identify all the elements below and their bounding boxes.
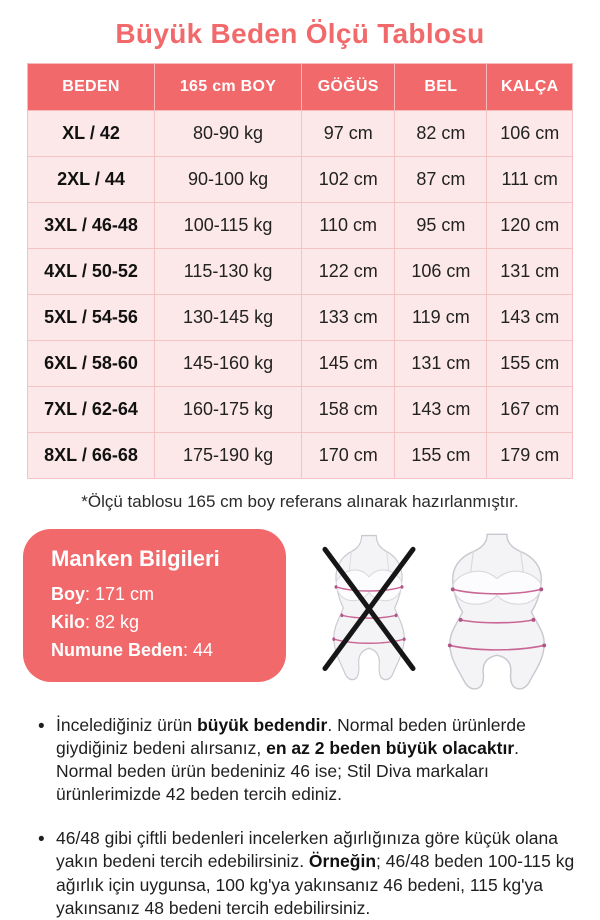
bust-cell: 133 cm <box>301 294 396 341</box>
model-info-section: Manken Bilgileri Boy: 171 cm Kilo: 82 kg… <box>23 529 583 692</box>
bust-cell: 158 cm <box>301 386 396 433</box>
size-cell: 2XL / 44 <box>27 156 155 203</box>
waist-cell: 131 cm <box>394 340 488 387</box>
model-weight-label: Kilo <box>51 612 85 632</box>
waist-cell: 95 cm <box>394 202 488 249</box>
size-cell: 5XL / 54-56 <box>27 294 155 341</box>
table-row: 6XL / 58-60 145-160 kg 145 cm 131 cm 155… <box>27 340 573 387</box>
model-info-card: Manken Bilgileri Boy: 171 cm Kilo: 82 kg… <box>23 529 286 682</box>
weight-cell: 160-175 kg <box>153 386 303 433</box>
table-row: 5XL / 54-56 130-145 kg 133 cm 119 cm 143… <box>27 294 573 341</box>
weight-cell: 115-130 kg <box>153 248 303 295</box>
note-item: İncelediğiniz ürün büyük bedendir. Norma… <box>38 714 576 806</box>
page-title: Büyük Beden Ölçü Tablosu <box>115 18 485 49</box>
plus-size-body-icon <box>446 533 547 690</box>
model-sample-size-row: Numune Beden: 44 <box>51 636 266 664</box>
header-boy: 165 cm BOY <box>153 63 303 111</box>
model-info-title: Manken Bilgileri <box>51 546 220 571</box>
size-table-container: BEDEN 165 cm BOY GÖĞÜS BEL KALÇA XL / 42… <box>27 63 573 479</box>
header-kalca: KALÇA <box>486 63 573 111</box>
x-mark-icon <box>321 546 416 672</box>
weight-cell: 100-115 kg <box>153 202 303 249</box>
weight-cell: 130-145 kg <box>153 294 303 341</box>
info-notes: İncelediğiniz ürün büyük bedendir. Norma… <box>38 714 576 920</box>
weight-cell: 175-190 kg <box>153 432 303 479</box>
model-sample-size-value: : 44 <box>183 640 214 660</box>
size-table: BEDEN 165 cm BOY GÖĞÜS BEL KALÇA XL / 42… <box>27 63 573 479</box>
bust-cell: 145 cm <box>301 340 396 387</box>
note-text-bold: Örneğin <box>308 851 377 872</box>
weight-cell: 80-90 kg <box>153 110 303 157</box>
note-text: . Normal beden ürünlerde giydiğiniz bede… <box>56 715 526 759</box>
note-text-bold: büyük bedendir <box>197 715 328 735</box>
bust-cell: 102 cm <box>301 156 396 203</box>
table-row: 3XL / 46-48 100-115 kg 110 cm 95 cm 120 … <box>27 202 573 249</box>
size-cell: 6XL / 58-60 <box>27 340 155 387</box>
size-cell: 4XL / 50-52 <box>27 248 155 295</box>
table-row: 4XL / 50-52 115-130 kg 122 cm 106 cm 131… <box>27 248 573 295</box>
table-row: 7XL / 62-64 160-175 kg 158 cm 143 cm 167… <box>27 386 573 433</box>
hip-cell: 111 cm <box>486 156 573 203</box>
header-bel: BEL <box>394 63 488 111</box>
bust-cell: 97 cm <box>301 110 396 157</box>
note-text: İncelediğiniz ürün <box>56 715 198 735</box>
waist-cell: 87 cm <box>394 156 488 203</box>
note-text: . Normal beden ürün bedeniniz 46 ise; St… <box>56 738 519 805</box>
note-item: 46/48 gibi çiftli bedenleri incelerken a… <box>38 827 576 919</box>
hip-cell: 179 cm <box>486 432 573 479</box>
bust-cell: 170 cm <box>301 432 396 479</box>
model-weight-row: Kilo: 82 kg <box>51 608 266 636</box>
table-header-row: BEDEN 165 cm BOY GÖĞÜS BEL KALÇA <box>27 63 573 111</box>
note-text-bold: en az 2 beden büyük olacaktır <box>266 738 515 759</box>
weight-cell: 90-100 kg <box>153 156 303 203</box>
hip-cell: 143 cm <box>486 294 573 341</box>
hip-cell: 131 cm <box>486 248 573 295</box>
waist-cell: 143 cm <box>394 386 488 433</box>
weight-cell: 145-160 kg <box>153 340 303 387</box>
body-figures <box>286 529 583 692</box>
size-cell: XL / 42 <box>27 110 155 157</box>
bust-cell: 122 cm <box>301 248 396 295</box>
slim-body-crossed-out-icon <box>321 534 416 681</box>
table-footnote: *Ölçü tablosu 165 cm boy referans alınar… <box>81 492 519 511</box>
model-height-label: Boy <box>51 584 86 604</box>
waist-cell: 119 cm <box>394 294 488 341</box>
waist-cell: 82 cm <box>394 110 488 157</box>
model-height-row: Boy: 171 cm <box>51 580 266 608</box>
model-height-value: : 171 cm <box>85 584 155 604</box>
model-weight-value: : 82 kg <box>85 612 140 632</box>
hip-cell: 155 cm <box>486 340 573 387</box>
table-row: 2XL / 44 90-100 kg 102 cm 87 cm 111 cm <box>27 156 573 203</box>
hip-cell: 120 cm <box>486 202 573 249</box>
size-cell: 7XL / 62-64 <box>27 386 155 433</box>
table-row: 8XL / 66-68 175-190 kg 170 cm 155 cm 179… <box>27 432 573 479</box>
size-cell: 8XL / 66-68 <box>27 432 155 479</box>
table-row: XL / 42 80-90 kg 97 cm 82 cm 106 cm <box>27 110 573 157</box>
hip-cell: 167 cm <box>486 386 573 433</box>
header-gogus: GÖĞÜS <box>301 63 396 111</box>
waist-cell: 155 cm <box>394 432 488 479</box>
waist-cell: 106 cm <box>394 248 488 295</box>
header-beden: BEDEN <box>27 63 155 111</box>
size-cell: 3XL / 46-48 <box>27 202 155 249</box>
hip-cell: 106 cm <box>486 110 573 157</box>
note-text: 46/48 gibi çiftli bedenleri incelerken a… <box>56 828 558 872</box>
size-chart-infographic: Büyük Beden Ölçü Tablosu BEDEN 165 cm BO… <box>0 0 600 900</box>
model-sample-size-label: Numune Beden <box>51 640 184 660</box>
bust-cell: 110 cm <box>301 202 396 249</box>
